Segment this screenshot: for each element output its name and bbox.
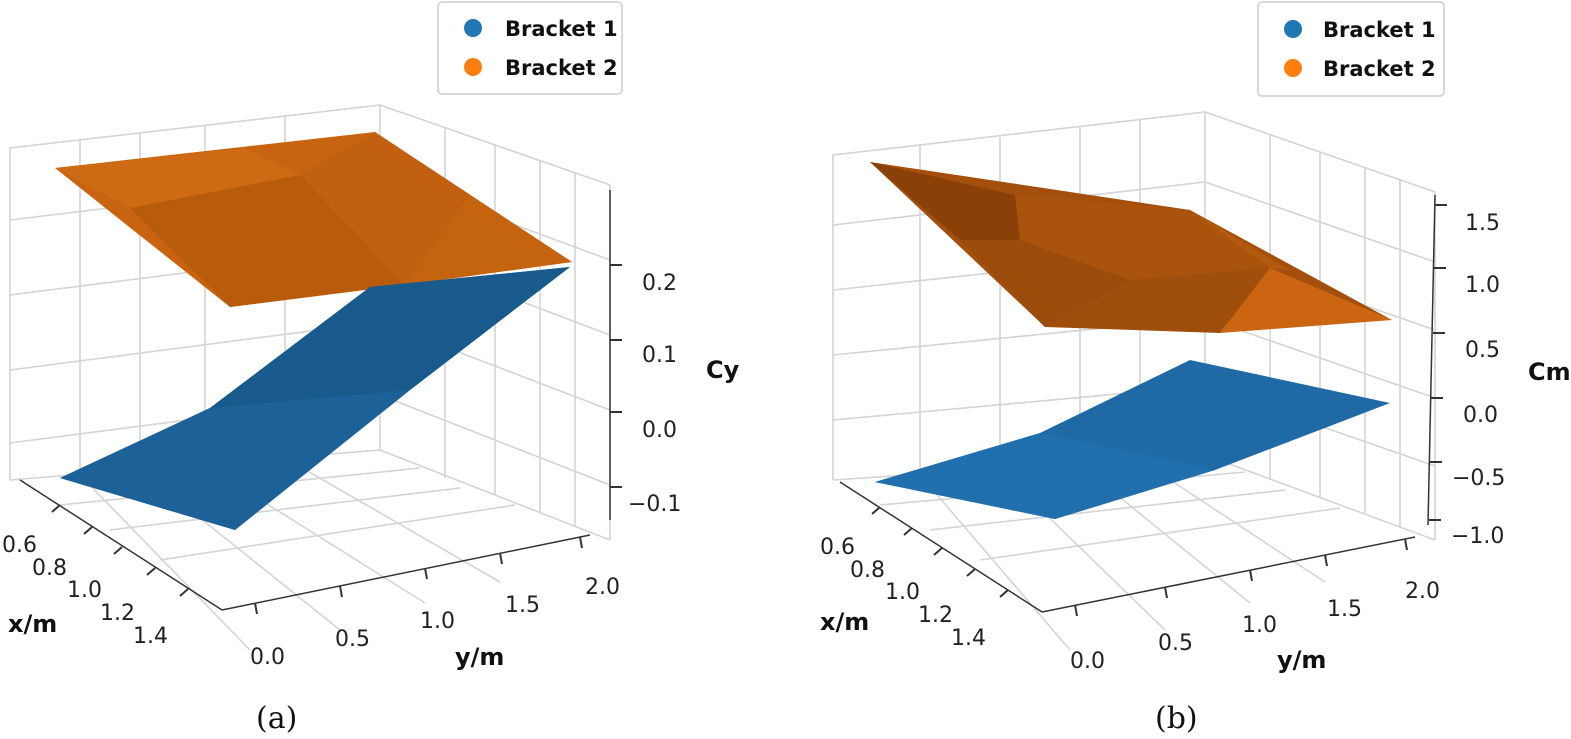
panel-a: 0.2 0.1 0.0 −0.1 0.6 0.8 1.0 1.2 1.4 0.0…	[2, 1, 740, 736]
y-tick: 1.0	[1242, 613, 1277, 638]
panel-b: 1.5 1.0 0.5 0.0 −0.5 −1.0 0.6 0.8 1.0 1.…	[820, 1, 1571, 736]
z-tick: 0.2	[642, 271, 677, 296]
x-tick: 0.8	[850, 558, 885, 583]
legend-marker	[1284, 59, 1302, 77]
panel-a-z-ticks: 0.2 0.1 0.0 −0.1	[628, 271, 681, 517]
legend-label: Bracket 2	[505, 56, 618, 80]
z-tick: −1.0	[1451, 524, 1504, 549]
y-tick: 2.0	[1405, 579, 1440, 604]
z-tick: −0.1	[628, 492, 681, 517]
z-tick: −0.5	[1452, 466, 1505, 491]
panel-b-surface-bracket-1	[875, 360, 1390, 519]
legend-marker	[1284, 20, 1302, 38]
legend-marker	[464, 19, 482, 37]
panel-b-axes	[839, 194, 1447, 617]
x-tick: 0.6	[2, 533, 37, 558]
y-tick: 1.0	[420, 609, 455, 634]
legend-marker	[464, 58, 482, 76]
y-tick: 1.5	[1327, 597, 1362, 622]
x-tick: 1.2	[918, 603, 953, 628]
panel-b-x-ticks: 0.6 0.8 1.0 1.2 1.4	[820, 535, 986, 651]
x-tick: 1.0	[885, 580, 920, 605]
y-tick: 0.5	[1158, 631, 1193, 656]
z-tick: 0.0	[1463, 403, 1498, 428]
x-tick: 1.0	[67, 578, 102, 603]
panel-a-y-ticks: 0.0 0.5 1.0 1.5 2.0	[250, 575, 620, 670]
panel-a-surface-bracket-2	[55, 132, 572, 307]
z-axis-label: Cy	[706, 356, 740, 384]
panel-a-caption: (a)	[256, 701, 297, 736]
z-tick: 1.0	[1465, 273, 1500, 298]
z-axis-label: Cm	[1528, 358, 1571, 386]
y-axis-label: y/m	[1277, 646, 1326, 674]
panel-a-axes	[19, 190, 622, 615]
panel-a-surface-bracket-1	[60, 267, 570, 530]
z-tick: 1.5	[1465, 211, 1500, 236]
y-tick: 2.0	[585, 575, 620, 600]
x-tick: 0.6	[820, 535, 855, 560]
legend-label: Bracket 1	[1323, 18, 1436, 42]
x-axis-label: x/m	[820, 608, 869, 636]
panel-b-surface-bracket-2	[870, 162, 1392, 333]
legend-label: Bracket 2	[1323, 57, 1436, 81]
y-tick: 0.5	[335, 627, 370, 652]
y-tick: 1.5	[505, 593, 540, 618]
panel-b-legend: Bracket 1 Bracket 2	[1257, 1, 1445, 97]
y-tick: 0.0	[1070, 649, 1105, 674]
panel-b-y-ticks: 0.0 0.5 1.0 1.5 2.0	[1070, 579, 1440, 674]
x-axis-label: x/m	[8, 610, 57, 638]
z-tick: 0.0	[642, 418, 677, 443]
x-tick: 1.2	[100, 601, 135, 626]
z-tick: 0.1	[642, 343, 677, 368]
y-tick: 0.0	[250, 645, 285, 670]
x-tick: 1.4	[951, 626, 986, 651]
x-tick: 0.8	[32, 556, 67, 581]
z-tick: 0.5	[1465, 338, 1500, 363]
panel-a-x-ticks: 0.6 0.8 1.0 1.2 1.4	[2, 533, 168, 649]
x-tick: 1.4	[133, 624, 168, 649]
panel-b-caption: (b)	[1155, 701, 1198, 736]
panel-a-legend: Bracket 1 Bracket 2	[437, 1, 623, 95]
legend-label: Bracket 1	[505, 17, 618, 41]
y-axis-label: y/m	[455, 643, 504, 671]
panel-b-z-ticks: 1.5 1.0 0.5 0.0 −0.5 −1.0	[1451, 211, 1505, 549]
